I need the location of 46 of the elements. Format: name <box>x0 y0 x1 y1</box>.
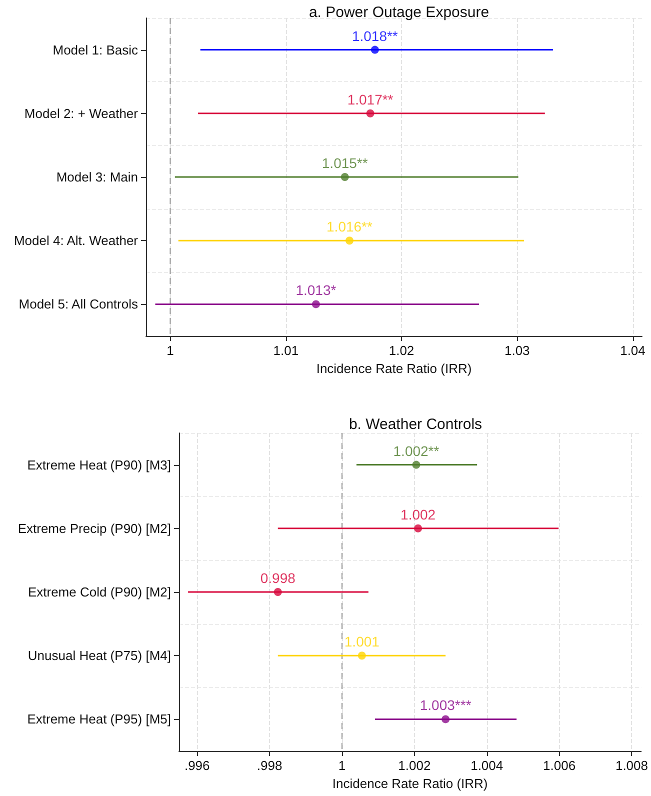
data-label: 1.016** <box>326 218 373 235</box>
x-tick-label: 1.004 <box>470 758 504 773</box>
x-tick-label: .996 <box>184 758 210 773</box>
point <box>442 715 450 724</box>
y-tick-label: Model 2: + Weather <box>24 106 139 121</box>
point <box>370 46 379 54</box>
y-tick-label: Extreme Cold (P90) [M2] <box>28 584 171 600</box>
data-label: 1.017** <box>347 91 394 108</box>
x-tick-label: 1 <box>338 758 346 773</box>
y-tick-label: Extreme Heat (P95) [M5] <box>27 712 171 727</box>
data-label: 1.002** <box>393 442 440 459</box>
data-label: 1.001 <box>344 634 380 650</box>
y-tick-label: Unusual Heat (P75) [M4] <box>28 648 171 664</box>
x-axis-title: Incidence Rate Ratio (IRR) <box>316 361 472 376</box>
point <box>274 588 282 596</box>
y-tick-label: Model 3: Main <box>56 170 138 184</box>
x-tick-label: 1.03 <box>504 343 530 358</box>
point <box>412 460 420 469</box>
x-tick-label: 1 <box>166 343 174 358</box>
y-tick-label: Model 1: Basic <box>52 42 138 58</box>
y-tick-label: Model 5: All Controls <box>18 296 138 312</box>
y-tick-label: Model 4: Alt. Weather <box>14 233 139 248</box>
y-tick-label: Extreme Precip (P90) [M2] <box>18 520 171 536</box>
point <box>345 236 354 245</box>
point <box>340 173 349 181</box>
point <box>414 524 422 532</box>
data-label: 1.018** <box>352 28 398 44</box>
data-label: 0.998 <box>260 570 296 586</box>
point <box>358 652 366 660</box>
data-label: 1.015** <box>322 155 368 171</box>
x-tick-label: 1.01 <box>273 343 299 358</box>
x-tick-label: 1.002 <box>398 758 431 773</box>
data-label: 1.013* <box>296 282 337 298</box>
data-label: 1.003*** <box>420 697 472 714</box>
data-label: 1.002 <box>400 506 436 522</box>
x-axis-title: Incidence Rate Ratio (IRR) <box>332 776 488 791</box>
point <box>312 300 320 308</box>
x-tick-label: .998 <box>256 758 282 773</box>
x-tick-label: 1.04 <box>620 343 646 358</box>
y-tick-label: Extreme Heat (P90) [M3] <box>27 457 171 472</box>
chart-title: b. Weather Controls <box>348 416 482 433</box>
chart-title: a. Power Outage Exposure <box>308 4 490 21</box>
x-tick-label: 1.008 <box>615 758 648 773</box>
x-tick-label: 1.02 <box>388 343 414 358</box>
point <box>366 109 374 118</box>
x-tick-label: 1.006 <box>543 758 576 773</box>
